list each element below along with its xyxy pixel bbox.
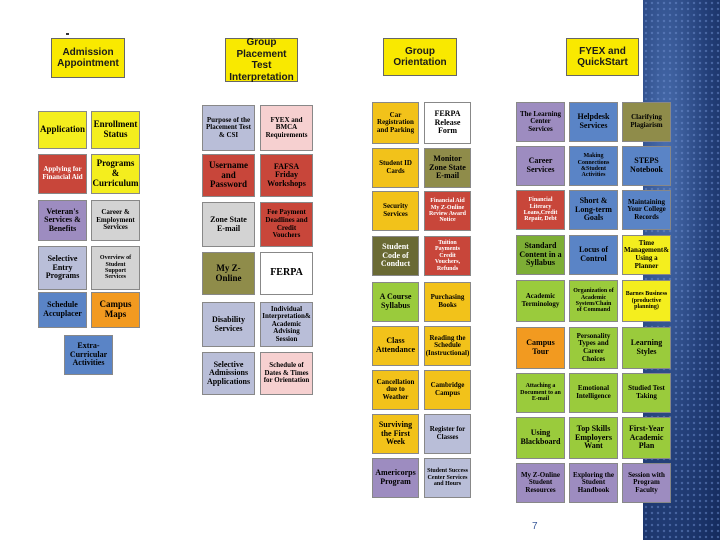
box-using-blackboard: Using Blackboard [516,417,565,459]
box-short-long-goals: Short & Long-term Goals [569,190,618,230]
box-schedule-orientation: Schedule of Dates & Times for Orientatio… [260,352,313,395]
box-emotional-intelligence: Emotional Intelligence [569,373,618,413]
box-disability-services: Disability Services [202,302,255,347]
box-student-code-conduct: Student Code of Conduct [372,236,419,276]
box-organization-academic-system: Organization of Academic System/Chain of… [569,280,618,322]
box-career-services: Career Services [516,146,565,186]
box-time-management: Time Management& Using a Planner [622,235,671,275]
box-locus-control: Locus of Control [569,235,618,275]
box-exploring-handbook: Exploring the Student Handbook [569,463,618,503]
box-schedule-accuplacer: Schedule Accuplacer [38,292,87,328]
box-surviving-first-week: Surviving the First Week [372,414,419,454]
box-campus-tour: Campus Tour [516,327,565,369]
header-fyex-quickstart: FYEX and QuickStart [566,38,639,76]
box-extracurricular: Extra- Curricular Activities [64,335,113,375]
box-selective-entry: Selective Entry Programs [38,246,87,290]
box-americorps: Americorps Program [372,458,419,498]
box-username-password: Username and Password [202,154,255,197]
box-ferpa-release: FERPA Release Form [424,102,471,144]
box-application: Application [38,111,87,149]
box-top-skills: Top Skills Employers Want [569,417,618,459]
header-group-orientation: Group Orientation [383,38,457,76]
box-purchasing-books: Purchasing Books [424,282,471,322]
box-learning-center: The Learning Center Services [516,102,565,142]
box-financial-aid-review: Financial Aid My Z-Online Review Award N… [424,191,471,231]
box-veterans-services: Veteran's Services & Benefits [38,200,87,241]
box-first-year-plan: First-Year Academic Plan [622,417,671,459]
box-helpdesk: Helpdesk Services [569,102,618,142]
box-my-z-online: My Z-Online [202,252,255,295]
box-barnes-business: Barnes Business (productive planning) [622,280,671,322]
box-programs-curriculum: Programs & Curriculum [91,154,140,194]
box-standard-content-syllabus: Standard Content in a Syllabus [516,235,565,275]
box-studied-test-taking: Studied Test Taking [622,373,671,413]
box-financial-literacy: Financial Literacy Loans,Credit Repair, … [516,190,565,230]
box-making-connections: Making Connections &Student Activities [569,146,618,186]
box-monitor-zone-email: Monitor Zone State E-mail [424,148,471,188]
box-individual-interpretation: Individual Interpretation& Academic Advi… [260,302,313,347]
box-selective-admissions: Selective Admissions Applications [202,352,255,395]
box-class-attendance: Class Attendance [372,326,419,366]
header-admission-appointment: Admission Appointment [51,38,125,78]
box-personality-types: Personality Types and Career Choices [569,327,618,369]
box-cancellation-weather: Cancellation due to Weather [372,370,419,410]
box-attaching-document: Attaching a Document to an E-mail [516,373,565,413]
box-campus-maps: Campus Maps [91,292,140,328]
box-maintaining-records: Maintaining Your College Records [622,190,671,230]
box-zone-state-email: Zone State E-mail [202,202,255,247]
box-fafsa-friday: FAFSA Friday Workshops [260,154,313,197]
box-enrollment-status: Enrollment Status [91,111,140,149]
box-ferpa: FERPA [260,252,313,295]
box-session-program-faculty: Session with Program Faculty [622,463,671,503]
box-career-employment: Career & Employment Services [91,200,140,241]
decorative-tick [66,33,69,35]
box-clarifying-plagiarism: Clarifying Plagiarism [622,102,671,142]
box-overview-support-services: Overview of Student Support Services [91,246,140,290]
box-security-services: Security Services [372,191,419,231]
box-purpose-placement-test: Purpose of the Placement Test & CSI [202,105,255,151]
box-student-success-center: Student Success Center Services and Hour… [424,458,471,498]
box-applying-financial-aid: Applying for Financial Aid [38,154,87,194]
box-academic-terminology: Academic Terminology [516,280,565,322]
box-tuition-payments: Tuition Payments Credit Vouchers, Refund… [424,236,471,276]
box-reading-schedule: Reading the Schedule (Instructional) [424,326,471,366]
box-cambridge-campus: Cambridge Campus [424,370,471,410]
box-my-z-online-resources: My Z-Online Student Resources [516,463,565,503]
box-course-syllabus: A Course Syllabus [372,282,419,322]
box-fyex-bmca: FYEX and BMCA Requirements [260,105,313,151]
box-steps-notebook: STEPS Notebook [622,146,671,186]
header-group-placement-test: Group Placement Test Interpretation [225,37,298,83]
box-fee-payment-deadlines: Fee Payment Deadlines and Credit Voucher… [260,202,313,247]
box-learning-styles: Learning Styles [622,327,671,369]
page-number: 7 [532,521,538,532]
box-car-registration: Car Registration and Parking [372,102,419,144]
box-register-classes: Register for Classes [424,414,471,454]
box-student-id-cards: Student ID Cards [372,148,419,188]
